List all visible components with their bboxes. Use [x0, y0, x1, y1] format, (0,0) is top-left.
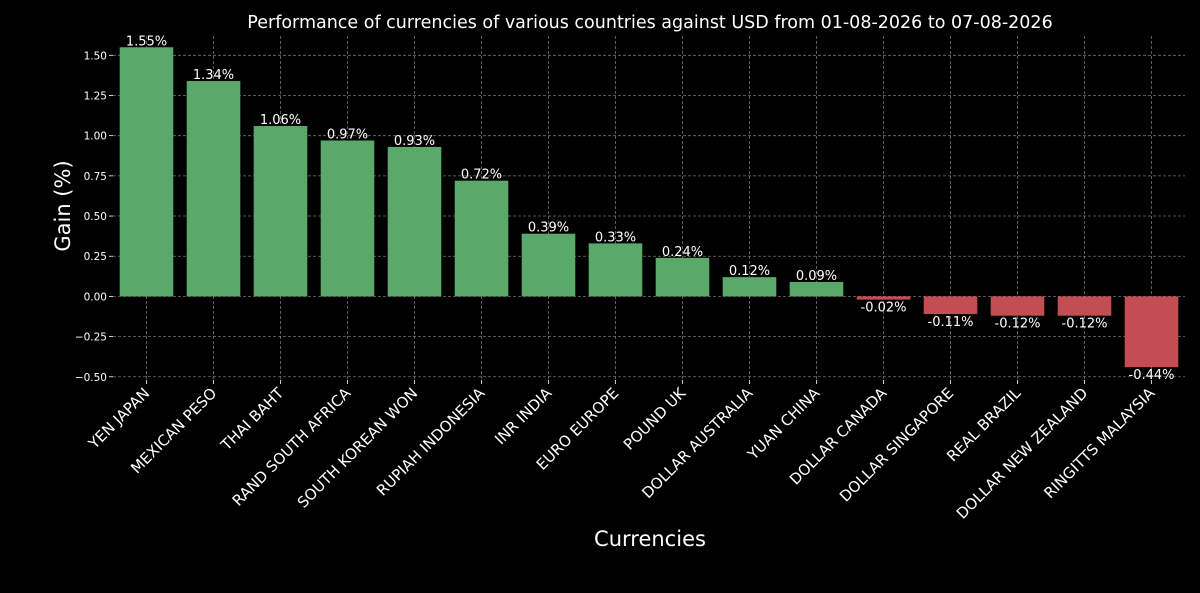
y-tick-label: 0.00: [84, 291, 107, 303]
bar: [990, 296, 1045, 316]
bar: [253, 126, 308, 297]
bar: [923, 296, 978, 315]
bar-data-label: 1.34%: [193, 68, 234, 83]
bar: [320, 140, 375, 297]
y-tick-label: 1.25: [84, 90, 107, 102]
bar: [789, 281, 844, 297]
bar-data-label: 1.06%: [260, 113, 301, 128]
bar-data-label: -0.02%: [861, 301, 907, 316]
bar: [1124, 296, 1179, 368]
bar: [856, 296, 911, 300]
bar-data-label: -0.12%: [995, 317, 1041, 332]
y-tick-label: −0.25: [75, 332, 107, 344]
data-labels: 1.55% 1.34% 1.06% 0.97% 0.93% 0.72% 0.39% 0.33%…: [126, 34, 1175, 383]
y-axis-ticks: −0.50 −0.25 0.00 0.25 0.50 0.75 1.00 1.25 1.50: [75, 50, 113, 384]
bar: [454, 180, 509, 297]
bar-data-label: 0.12%: [729, 264, 770, 279]
bar: [119, 47, 174, 297]
bar: [722, 277, 777, 297]
bar-data-label: -0.12%: [1062, 317, 1108, 332]
bar: [1057, 296, 1112, 316]
bar: [588, 243, 643, 297]
bar-data-label: 0.09%: [796, 269, 837, 284]
x-axis-title: Currencies: [594, 527, 706, 551]
bar: [186, 81, 241, 297]
bar-data-label: 0.33%: [595, 230, 636, 245]
grid: [113, 36, 1185, 380]
bar-data-label: 0.24%: [662, 245, 703, 260]
bar: [655, 257, 710, 297]
bar-data-label: 1.55%: [126, 34, 167, 49]
y-tick-label: 0.25: [84, 251, 107, 263]
bar-data-label: -0.44%: [1129, 368, 1175, 383]
y-tick-label: −0.50: [75, 372, 107, 384]
bar-data-label: 0.97%: [327, 127, 368, 142]
bar-data-label: -0.11%: [928, 315, 974, 330]
bars: [119, 47, 1179, 368]
bar: [387, 146, 442, 297]
bar: [521, 233, 576, 297]
bar-data-label: 0.39%: [528, 221, 569, 236]
y-tick-label: 1.50: [84, 50, 107, 62]
y-axis-title: Gain (%): [51, 160, 75, 251]
bar-data-label: 0.93%: [394, 134, 435, 149]
y-tick-label: 1.00: [84, 131, 107, 143]
y-tick-label: 0.50: [84, 211, 107, 223]
bar-data-label: 0.72%: [461, 168, 502, 183]
y-tick-label: 0.75: [84, 171, 107, 183]
chart-title: Performance of currencies of various cou…: [247, 13, 1052, 33]
